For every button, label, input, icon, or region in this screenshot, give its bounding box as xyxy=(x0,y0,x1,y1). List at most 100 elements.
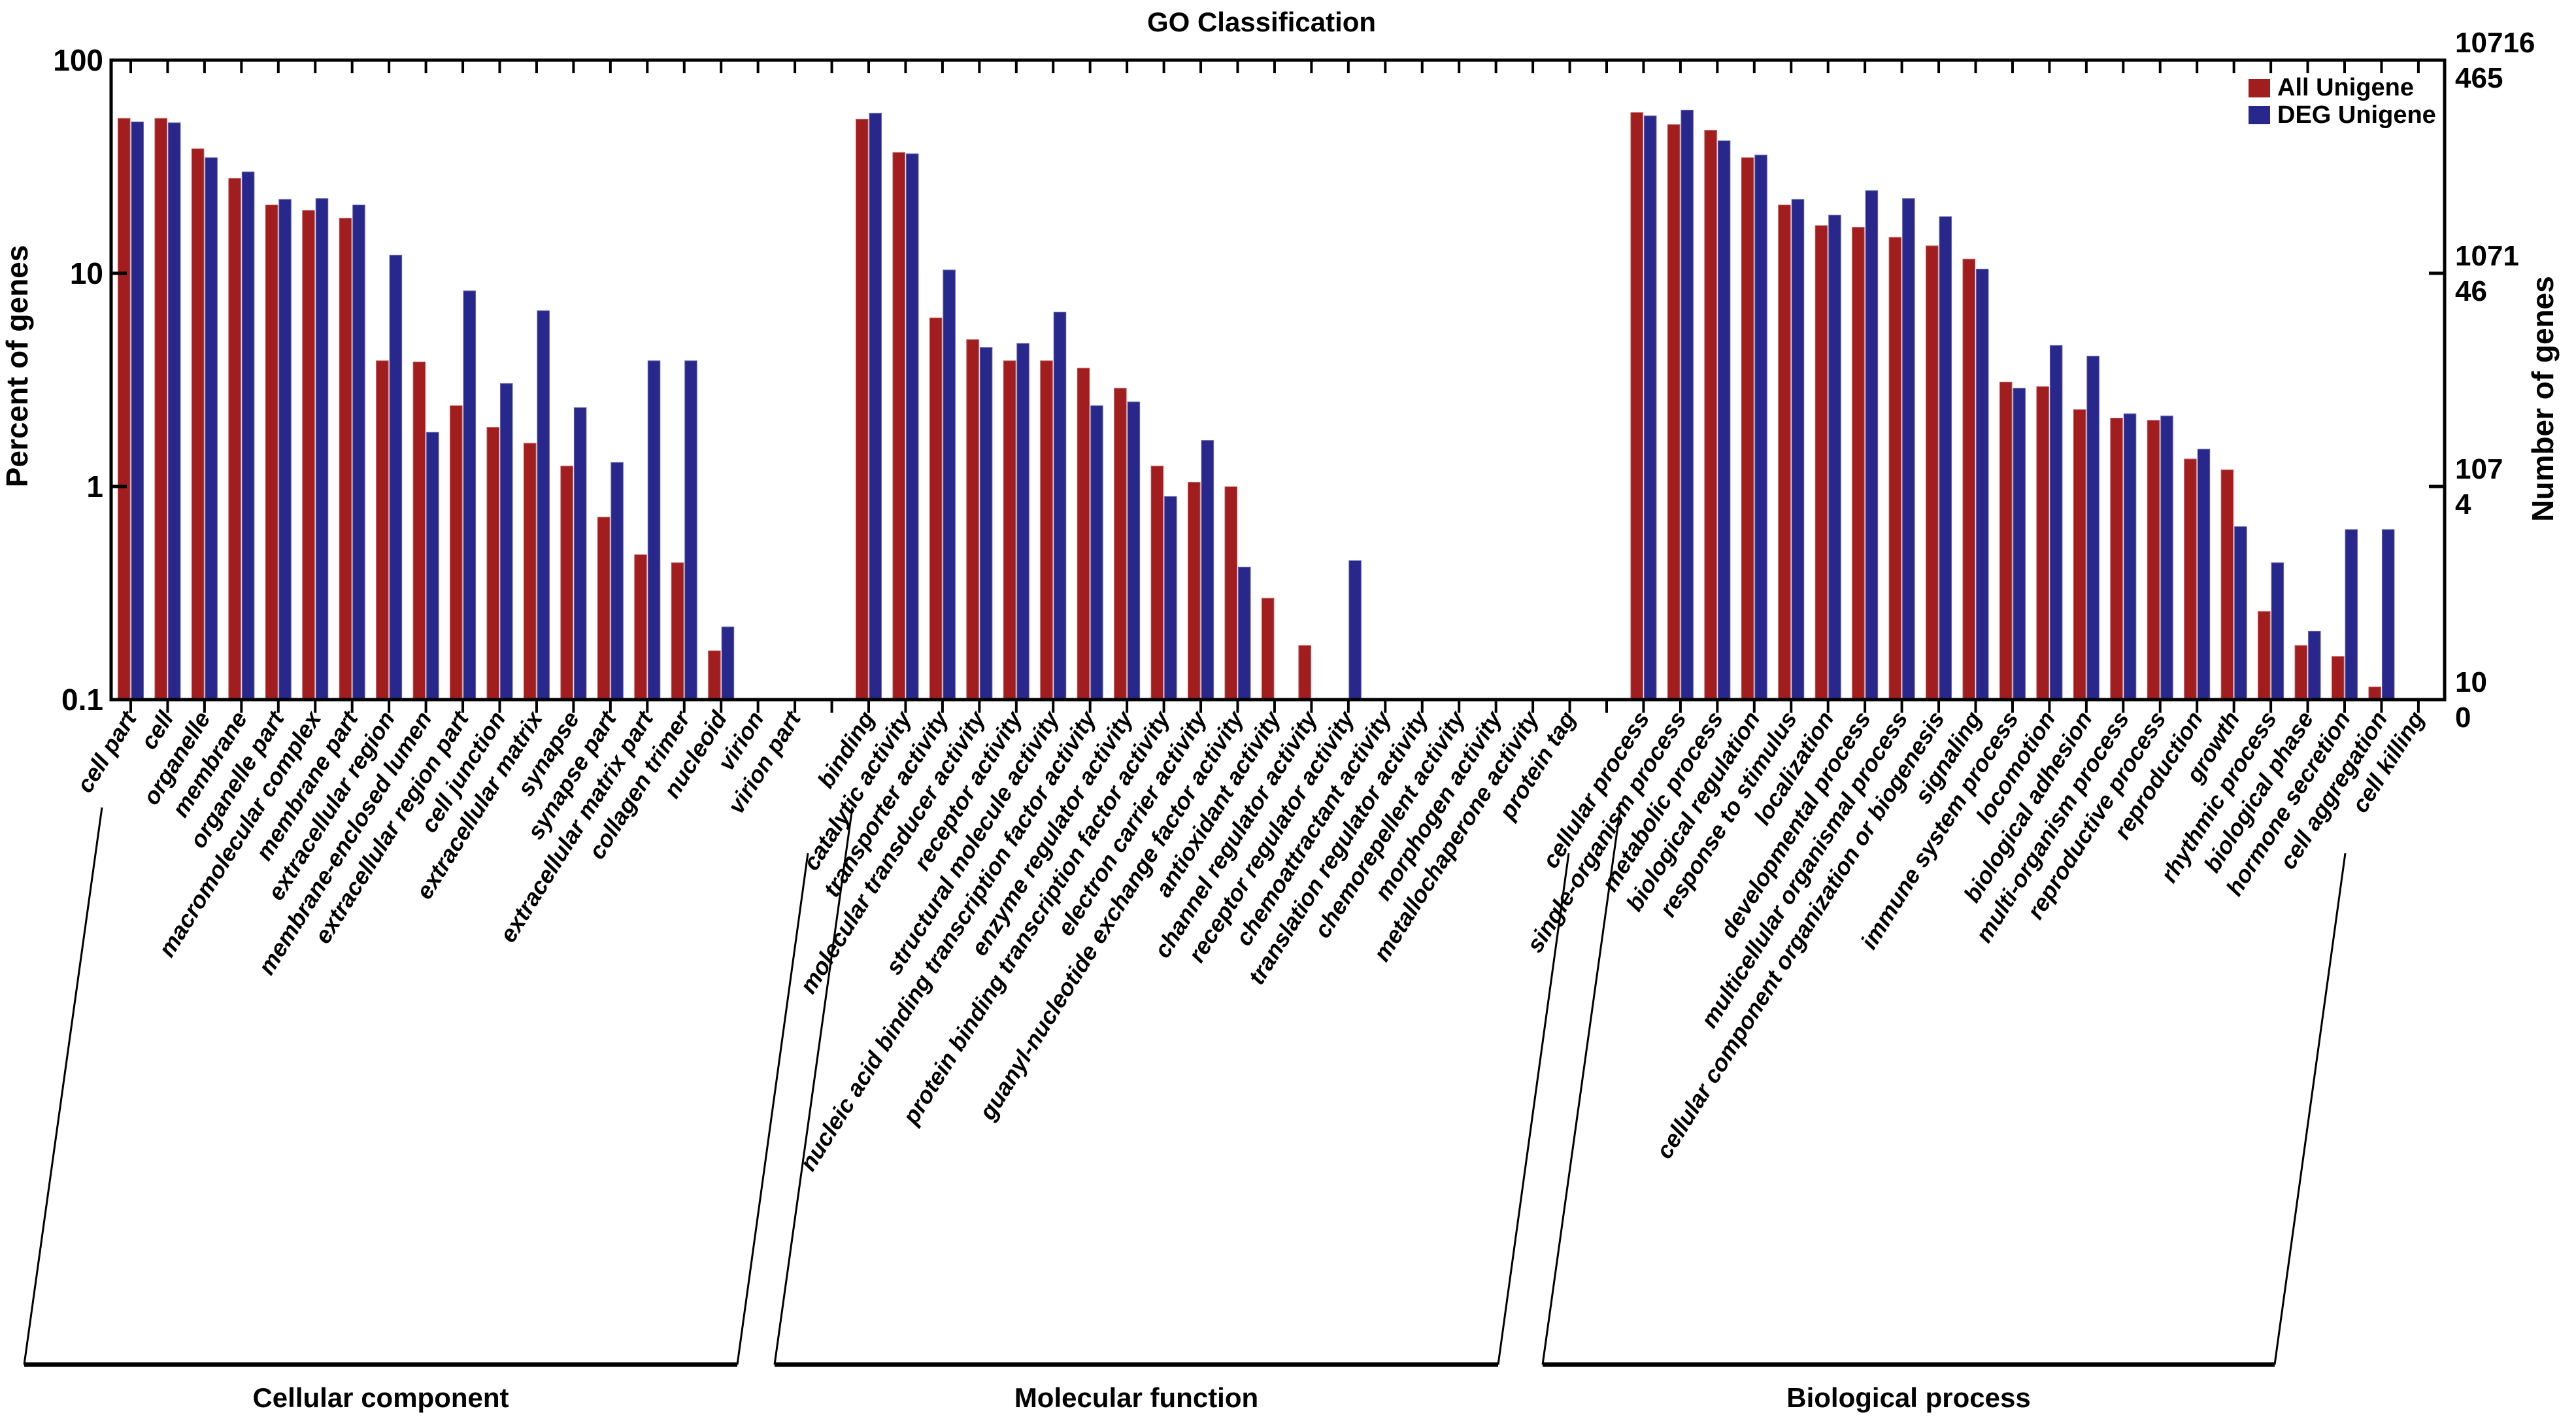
bar-all-membrane-part xyxy=(338,217,353,700)
bar-all-membrane xyxy=(227,177,242,700)
bar-deg-molecular-transducer-activity xyxy=(979,347,994,700)
y-right-tick-label-deg: 0 xyxy=(2455,702,2471,734)
bar-deg-locomotion xyxy=(2049,344,2064,700)
bar-deg-receptor-activity xyxy=(1016,342,1030,700)
bars-layer xyxy=(117,109,2396,701)
bar-deg-cell-aggregation xyxy=(2381,528,2396,700)
legend-label-all-unigene: All Unigene xyxy=(2277,74,2414,101)
bar-all-immune-system-process xyxy=(1998,381,2013,700)
bar-deg-hormone-secretion xyxy=(2344,528,2358,700)
bar-all-metabolic-process xyxy=(1703,129,1718,700)
bar-deg-multi-organism-process xyxy=(2122,413,2137,700)
bar-deg-transporter-activity xyxy=(942,269,956,700)
bar-deg-electron-carrier-activity xyxy=(1200,439,1215,700)
bar-deg-synapse xyxy=(573,407,588,700)
bar-deg-biological-regulation xyxy=(1754,154,1768,700)
bar-all-single-organism-process xyxy=(1666,124,1681,700)
section-brackets-layer: Cellular component Molecular function Biol… xyxy=(23,807,2347,1413)
bar-all-structural-molecule-activity xyxy=(1039,360,1054,700)
section-label-molecular-function: Molecular function xyxy=(1014,1382,1258,1413)
plot-border xyxy=(109,58,2447,702)
chart-title: GO Classification xyxy=(1147,7,1376,37)
bar-deg-growth xyxy=(2233,525,2248,700)
bar-all-biological-adhesion xyxy=(2072,409,2087,700)
bar-deg-developmental-process xyxy=(1864,190,1879,701)
legend-swatch-all-unigene xyxy=(2249,79,2270,97)
bar-all-cell-part xyxy=(117,117,131,701)
category-labels-layer: cell partcellorganellemembraneorganelle … xyxy=(71,706,2430,1176)
bar-all-biological-regulation xyxy=(1740,156,1755,701)
y-right-tick-label-all: 10716 xyxy=(2455,27,2535,59)
legend-label-deg-unigene: DEG Unigene xyxy=(2277,101,2436,129)
legend-swatch-deg-unigene xyxy=(2249,106,2270,124)
bar-deg-cell-junction xyxy=(499,382,514,700)
x-category-label-cell-part: cell part xyxy=(71,706,142,798)
legend: All Unigene DEG Unigene xyxy=(2249,74,2436,129)
bar-all-molecular-transducer-activity xyxy=(965,338,980,700)
bar-all-macromolecular-complex xyxy=(301,209,316,700)
bar-all-guanyl-nucleotide-exchange-factor-activity xyxy=(1224,486,1238,700)
bar-deg-nucleic-acid-binding-transcription-factor-activity xyxy=(1090,405,1104,700)
bar-deg-macromolecular-complex xyxy=(314,197,329,701)
bar-deg-protein-binding-transcription-factor-activity xyxy=(1163,495,1178,700)
y-left-tick-label: 100 xyxy=(53,43,103,77)
bar-all-locomotion xyxy=(2035,385,2050,700)
bar-deg-extracellular-region-part xyxy=(462,290,477,700)
bar-all-localization xyxy=(1814,224,1829,700)
bar-deg-rhythmic-process xyxy=(2270,562,2285,701)
bar-all-receptor-activity xyxy=(1002,360,1017,700)
bar-all-synapse xyxy=(560,465,574,700)
bar-deg-synapse-part xyxy=(610,461,624,701)
bar-all-developmental-process xyxy=(1851,226,1865,700)
bar-all-catalytic-activity xyxy=(892,151,906,700)
bar-deg-biological-phase xyxy=(2307,630,2322,700)
bar-all-collagen-trimer xyxy=(670,562,685,701)
bar-all-signaling xyxy=(1962,258,1976,700)
bar-deg-nucleoid xyxy=(720,626,735,700)
bar-all-multicellular-organismal-process xyxy=(1888,236,1903,700)
bar-deg-membrane-enclosed-lumen xyxy=(426,431,440,701)
bar-all-channel-regulator-activity xyxy=(1297,644,1312,701)
bar-deg-multicellular-organismal-process xyxy=(1901,197,1916,701)
bar-all-growth xyxy=(2220,469,2235,700)
bar-all-synapse-part xyxy=(596,516,611,700)
section-label-biological-process: Biological process xyxy=(1786,1382,2030,1413)
bar-all-nucleic-acid-binding-transcription-factor-activity xyxy=(1076,367,1091,700)
y-right-tick-label-all: 107 xyxy=(2455,453,2503,485)
bar-deg-collagen-trimer xyxy=(684,360,698,700)
bar-deg-localization xyxy=(1828,214,1842,701)
bar-all-cellular-process xyxy=(1630,111,1644,701)
bracket-right-diagonal xyxy=(1497,853,1570,1365)
bar-deg-cell-part xyxy=(130,120,144,700)
bar-deg-immune-system-process xyxy=(2012,387,2026,700)
y-axis-right-label: Number of genes xyxy=(2526,276,2560,522)
bar-all-protein-binding-transcription-factor-activity xyxy=(1150,465,1165,700)
bar-all-reproductive-process xyxy=(2146,419,2161,700)
bar-deg-membrane-part xyxy=(352,203,366,701)
bar-all-nucleoid xyxy=(707,649,722,701)
bar-deg-biological-adhesion xyxy=(2086,355,2100,700)
bracket-right-diagonal xyxy=(2273,853,2347,1365)
bar-deg-response-to-stimulus xyxy=(1790,198,1805,700)
bar-all-cell-junction xyxy=(486,426,500,701)
bracket-left-diagonal xyxy=(1541,807,1622,1365)
bar-deg-guanyl-nucleotide-exchange-factor-activity xyxy=(1237,566,1252,701)
y-axis-left-label: Percent of genes xyxy=(0,245,34,488)
bar-deg-cellular-component-organization-or-biogenesis xyxy=(1938,215,1953,700)
y-right-tick-label-all: 10 xyxy=(2455,666,2487,698)
bar-deg-extracellular-region xyxy=(388,254,403,701)
bar-deg-organelle xyxy=(204,156,218,701)
bar-deg-extracellular-matrix-part xyxy=(646,360,661,700)
bar-all-electron-carrier-activity xyxy=(1187,481,1201,700)
bar-all-cell xyxy=(154,117,168,701)
bar-all-transporter-activity xyxy=(928,316,943,700)
bar-deg-reproduction xyxy=(2196,448,2211,700)
y-right-tick-label-deg: 4 xyxy=(2455,488,2471,520)
bar-all-extracellular-region xyxy=(375,360,390,700)
bar-all-organelle-part xyxy=(264,203,279,701)
bar-deg-receptor-regulator-activity xyxy=(1348,560,1362,701)
bar-all-extracellular-region-part xyxy=(449,405,463,700)
bar-deg-organelle-part xyxy=(278,198,292,700)
